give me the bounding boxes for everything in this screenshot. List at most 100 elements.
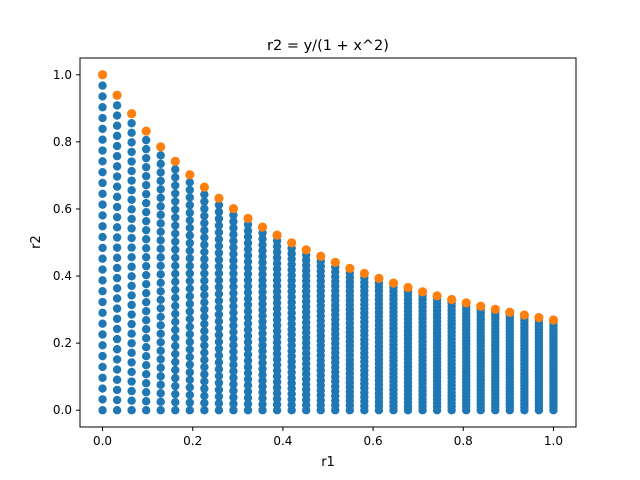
- scatter-point: [185, 345, 194, 354]
- scatter-point: [243, 393, 253, 403]
- scatter-point: [258, 317, 267, 326]
- scatter-point: [112, 141, 122, 151]
- x-tick-label: 0.4: [273, 434, 292, 448]
- scatter-point: [243, 319, 253, 328]
- scatter-point: [156, 346, 165, 355]
- scatter-point: [185, 337, 194, 347]
- scatter-point: [98, 308, 107, 318]
- scatter-point: [214, 269, 224, 278]
- scatter-point: [171, 373, 180, 383]
- scatter-point: [243, 232, 253, 242]
- scatter-point: [127, 205, 136, 214]
- scatter-point: [112, 253, 122, 263]
- scatter-point: [185, 284, 194, 293]
- scatter-point: [141, 388, 151, 397]
- scatter-point: [127, 386, 136, 396]
- scatter-point: [200, 355, 209, 365]
- scatter-point: [98, 243, 107, 253]
- scatter-point: [141, 361, 151, 370]
- scatter-point: [200, 334, 209, 343]
- scatter-point: [127, 367, 136, 377]
- scatter-point: [185, 330, 194, 339]
- scatter-point: [214, 310, 224, 319]
- scatter-point: [200, 276, 209, 285]
- scatter-point: [141, 216, 151, 226]
- scatter-point: [185, 231, 194, 240]
- scatter-point: [214, 221, 224, 230]
- scatter-point: [229, 367, 238, 376]
- scatter-point: [258, 376, 267, 385]
- scatter-point: [156, 227, 165, 237]
- scatter-point: [258, 293, 267, 303]
- scatter-point: [214, 378, 224, 388]
- scatter-point: [229, 308, 238, 317]
- scatter-point: [127, 147, 136, 157]
- scatter-point: [112, 375, 122, 384]
- scatter-point: [141, 370, 151, 379]
- scatter-point: [229, 223, 238, 233]
- scatter-point: [243, 276, 253, 285]
- scatter-point: [229, 256, 238, 265]
- scatter-point: [229, 327, 238, 337]
- scatter-point: [243, 251, 253, 260]
- scatter-point: [141, 397, 151, 406]
- scatter-point: [243, 257, 253, 266]
- scatter-point: [127, 138, 136, 147]
- scatter-point: [214, 214, 224, 223]
- scatter-point: [243, 356, 253, 365]
- scatter-point: [200, 305, 209, 314]
- scatter-point: [156, 363, 165, 372]
- scatter-point: [141, 297, 151, 307]
- scatter-point: [214, 337, 224, 347]
- scatter-point: [127, 291, 136, 300]
- scatter-point: [243, 375, 253, 384]
- scatter-point: [258, 305, 267, 314]
- scatter-point: [258, 370, 267, 379]
- y-tick-label: 0.2: [53, 336, 72, 350]
- boundary-point: [97, 70, 108, 80]
- scatter-point: [229, 406, 238, 415]
- scatter-point: [171, 285, 180, 294]
- scatter-point: [127, 195, 136, 204]
- scatter-point: [112, 406, 122, 415]
- boundary-point: [257, 222, 268, 232]
- scatter-point: [112, 385, 122, 395]
- scatter-point: [171, 221, 180, 230]
- boundary-point: [403, 282, 413, 293]
- scatter-point: [171, 197, 180, 206]
- scatter-point: [229, 347, 238, 356]
- scatter-point: [229, 321, 238, 330]
- scatter-point: [243, 331, 253, 341]
- scatter-point: [243, 399, 253, 409]
- scatter-point: [214, 385, 224, 394]
- scatter-point: [200, 283, 209, 293]
- scatter-point: [229, 230, 238, 239]
- scatter-point: [156, 236, 165, 245]
- scatter-point: [98, 103, 107, 112]
- scatter-point: [156, 389, 165, 398]
- scatter-point: [185, 216, 194, 225]
- scatter-point: [200, 298, 209, 307]
- scatter-point: [112, 172, 122, 181]
- scatter-point: [200, 247, 209, 257]
- scatter-point: [185, 383, 194, 392]
- scatter-point: [243, 325, 253, 334]
- scatter-point: [229, 340, 238, 350]
- scatter-point: [258, 276, 267, 285]
- scatter-point: [141, 189, 151, 199]
- scatter-point: [156, 185, 165, 194]
- scatter-point: [112, 131, 122, 141]
- scatter-point: [171, 269, 180, 278]
- scatter-point: [258, 388, 267, 397]
- scatter-point: [98, 157, 107, 166]
- scatter-point: [171, 381, 180, 391]
- scatter-point: [214, 399, 224, 408]
- scatter-point: [171, 349, 180, 359]
- scatter-point: [171, 229, 180, 238]
- scatter-point: [98, 81, 107, 90]
- boundary-point: [316, 251, 326, 261]
- scatter-point: [214, 289, 224, 299]
- scatter-point: [141, 270, 151, 280]
